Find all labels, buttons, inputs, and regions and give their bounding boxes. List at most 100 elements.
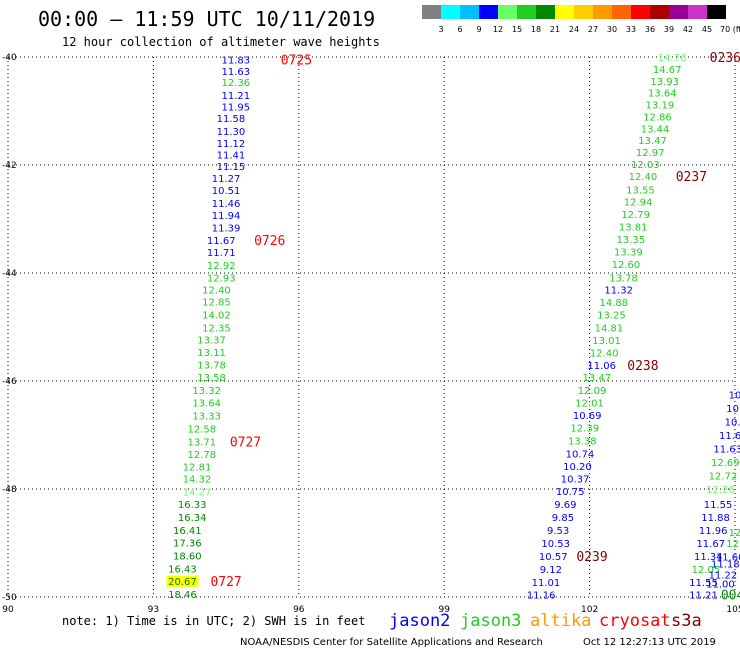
plot-grid <box>7 56 736 598</box>
colorbar-label: 27 <box>588 25 598 34</box>
wave-height-value: 11.32 <box>604 286 633 297</box>
wave-height-value: 12.35 <box>202 324 231 335</box>
wave-height-value: 12.58 <box>188 425 217 436</box>
wave-height-value: 13.78 <box>197 360 226 371</box>
wave-height-value: 11.30 <box>217 127 246 138</box>
wave-height-value: 12.78 <box>188 450 217 461</box>
wave-height-value: 10.57 <box>539 552 568 563</box>
wave-height-value: 11.83 <box>221 56 250 67</box>
time-label: 0727 <box>230 435 261 450</box>
wave-height-value: 12.40 <box>590 348 619 359</box>
colorbar-swatch <box>669 5 688 19</box>
colorbar-swatch <box>631 5 650 19</box>
colorbar-label: 33 <box>626 25 636 34</box>
wave-height-value: 11.39 <box>212 224 241 235</box>
satellite-legend: jason2 jason3 altika cryosat s3a <box>389 611 702 631</box>
colorbar-swatch <box>498 5 517 19</box>
wave-height-value: 11.21 <box>221 91 250 102</box>
colorbar-label: 12 <box>493 25 503 34</box>
wave-height-value: 12.85 <box>202 298 231 309</box>
wave-height-value: 11.94 <box>212 211 241 222</box>
satellite-name: jason3 <box>460 611 521 631</box>
wave-height-value: 11.96 <box>699 526 728 537</box>
wave-height-value: 13.33 <box>192 412 221 423</box>
colorbar-label: 3 <box>438 25 443 34</box>
wave-height-value: 12.03 <box>631 160 660 171</box>
y-tick-label: -44 <box>2 269 17 279</box>
wave-height-value: 18.46 <box>168 590 197 601</box>
wave-height-value: 13.71 <box>188 437 217 448</box>
time-label: 0727 <box>210 575 241 590</box>
wave-height-value: 14.27 <box>183 488 212 499</box>
wave-height-value: 13.19 <box>646 101 675 112</box>
y-tick-label: -42 <box>2 161 17 171</box>
footer-note: note: 1) Time is in UTC; 2) SWH is in fe… <box>62 614 365 628</box>
colorbar-swatch <box>460 5 479 19</box>
wave-height-value: 10.51 <box>212 186 241 197</box>
wave-height-value: 11.71 <box>207 248 236 259</box>
wave-height-value: 11.18 <box>711 560 740 571</box>
wave-height-value: 14.88 <box>600 298 629 309</box>
wave-height-value: 13.35 <box>616 235 645 246</box>
track-2: 14.7614.6713.9313.6413.1912.8613.4413.47… <box>527 51 740 601</box>
wave-height-value: 13.78 <box>609 273 638 284</box>
wave-height-value: 10 <box>726 404 739 415</box>
x-tick-label: 99 <box>438 605 450 615</box>
wave-height-value: 11.15 <box>217 162 246 173</box>
wave-height-value: 12.97 <box>636 148 665 159</box>
colorbar-swatch <box>517 5 536 19</box>
wave-height-value: 11.46 <box>212 199 241 210</box>
wave-height-value: 12.39 <box>570 423 599 434</box>
y-tick-label: -48 <box>2 485 17 495</box>
wave-height-value: 12.40 <box>629 172 658 183</box>
wave-height-value: 12.40 <box>202 286 231 297</box>
credit-text: NOAA/NESDIS Center for Satellite Applica… <box>240 637 543 648</box>
wave-height-value: 13.93 <box>650 77 679 88</box>
colorbar-swatch <box>650 5 669 19</box>
wave-height-value: 16.33 <box>178 500 207 511</box>
wave-height-value: 14.67 <box>653 65 682 76</box>
wave-height-value: 11.22 <box>709 570 738 581</box>
colorbar-swatch <box>612 5 631 19</box>
colorbar-label: 18 <box>531 25 541 34</box>
track-3: 10 10 10. 11.6 11.63 12.69 12.72 12.26 11.55 11.8… <box>689 391 740 602</box>
wave-height-tracks: 11.8311.6312.3611.2111.9511.5811.3011.12… <box>166 51 740 603</box>
colorbar-label: 36 <box>645 25 655 34</box>
wave-height-value: 14.76 <box>658 53 687 64</box>
wave-height-value: 13.25 <box>597 311 626 322</box>
wave-height-value: 11.12 <box>217 139 246 150</box>
satellite-name: s3a <box>671 611 702 631</box>
wave-height-value: 13.47 <box>583 373 612 384</box>
y-tick-label: -40 <box>2 53 17 63</box>
time-label: 0236 <box>710 51 740 66</box>
wave-height-value: 11.63 <box>713 445 740 456</box>
x-tick-label: 93 <box>148 605 159 615</box>
wave-height-value: 12.36 <box>221 78 250 89</box>
time-label: 0725 <box>281 54 312 69</box>
wave-height-value: 13.38 <box>568 436 597 447</box>
wave-height-value: 13.81 <box>619 223 648 234</box>
colorbar-label: 45 <box>702 25 712 34</box>
wave-height-value: 13.64 <box>192 399 221 410</box>
chart-title: 00:00 – 11:59 UTC 10/11/2019 <box>38 7 375 31</box>
wave-height-value: 13.39 <box>614 247 643 258</box>
colorbar-swatch <box>479 5 498 19</box>
wave-height-value: 13.37 <box>197 335 226 346</box>
wave-height-value: 12.05 <box>692 565 721 576</box>
wave-height-value: 12.09 <box>578 386 607 397</box>
wave-height-value: 9.12 <box>540 565 562 576</box>
wave-height-value: 14.02 <box>202 311 231 322</box>
wave-height-value: 12.01 <box>575 399 604 410</box>
wave-height-value: 13.11 <box>197 348 226 359</box>
wave-height-value: 10.53 <box>541 539 570 550</box>
wave-height-value: 9.85 <box>552 513 574 524</box>
wave-height-value: 11.55 <box>689 578 718 589</box>
wave-height-value: 18.60 <box>173 551 202 562</box>
wave-height-value: 12.69 <box>711 458 740 469</box>
wave-height-value: 13.64 <box>648 89 677 100</box>
wave-height-value: 17.36 <box>173 538 202 549</box>
wave-height-value: 13.32 <box>192 386 221 397</box>
wave-height-value: 10.69 <box>573 411 602 422</box>
